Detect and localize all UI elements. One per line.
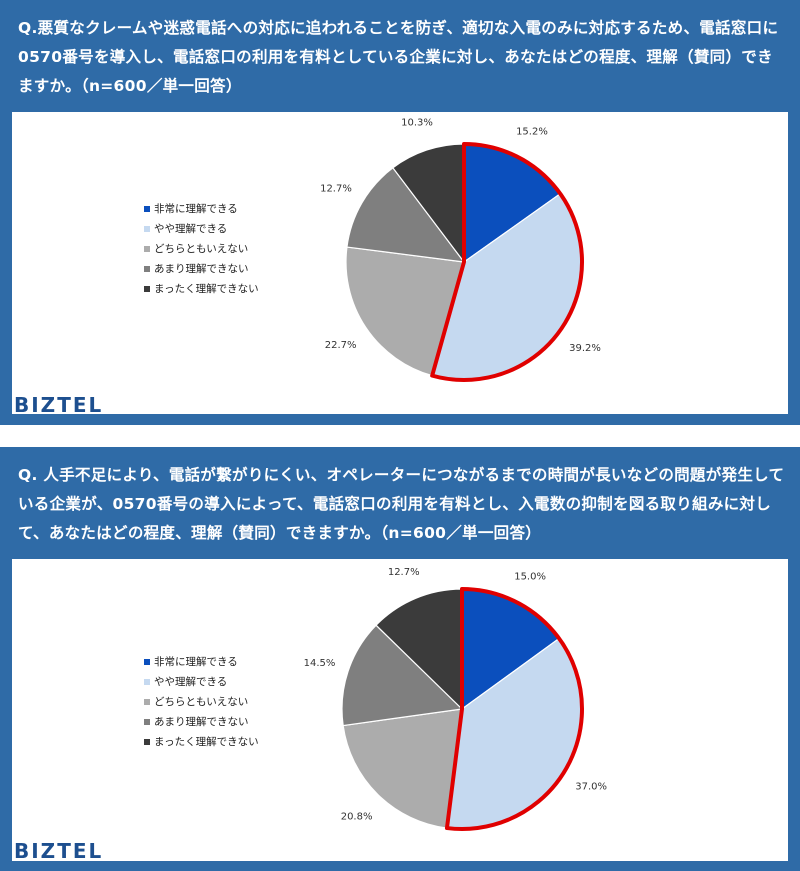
legend-label-2: やや理解できる — [154, 675, 227, 688]
legend-swatch-5 — [144, 286, 150, 292]
pie-slice-3 — [345, 246, 465, 377]
question-text-1: Q.悪質なクレームや迷惑電話への対応に追われることを防ぎ、適切な入電のみに対応す… — [18, 19, 779, 95]
legend-label-4: あまり理解できない — [154, 262, 249, 275]
data-label-5: 12.7% — [388, 567, 420, 578]
biztel-logo: BIZTEL — [14, 839, 104, 863]
highlight-outline — [444, 587, 584, 831]
pie-slice-3 — [342, 708, 463, 829]
legend-label-4: あまり理解できない — [154, 715, 249, 728]
chart-card-1: 15.2% 39.2% 22.7% 12.7% 10.3% 非常に理解できる やや理解できる… — [12, 112, 788, 414]
data-label-4: 14.5% — [304, 658, 336, 669]
legend-swatch-5 — [144, 739, 150, 745]
question-text-2: Q. 人手不足により、電話が繋がりにくい、オペレーターにつながるまでの時間が長い… — [18, 466, 785, 542]
data-label-1: 15.0% — [514, 571, 546, 582]
legend-label-5: まったく理解できない — [154, 282, 259, 295]
pie-slice-4 — [346, 166, 466, 263]
survey-panel-2: Q. 人手不足により、電話が繋がりにくい、オペレーターにつながるまでの時間が長い… — [0, 447, 800, 871]
legend-label-2: やや理解できる — [154, 222, 227, 235]
data-label-5: 10.3% — [401, 118, 433, 129]
data-label-3: 20.8% — [341, 812, 373, 823]
legend-swatch-3 — [144, 699, 150, 705]
legend-swatch-2 — [144, 226, 150, 232]
data-label-1: 15.2% — [516, 127, 548, 138]
legend-label-3: どちらともいえない — [154, 696, 248, 708]
pie-chart-1: 15.2% 39.2% 22.7% 12.7% 10.3% 非常に理解できるやや理解できる… — [144, 118, 601, 382]
biztel-logo: BIZTEL — [14, 393, 104, 417]
legend-swatch-1 — [144, 659, 150, 665]
data-label-2: 37.0% — [575, 781, 607, 792]
legend-swatch-4 — [144, 266, 150, 272]
pie-slice-5 — [375, 588, 463, 711]
legend-label-5: まったく理解できない — [154, 735, 259, 748]
data-label-3: 22.7% — [325, 340, 357, 351]
legend-label-3: どちらともいえない — [154, 243, 248, 255]
pie-chart-2: 15.0% 37.0% 20.8% 14.5% 12.7% 非常に理解できるやや理解できる… — [144, 567, 607, 831]
panel-gap — [0, 425, 800, 447]
legend-label-1: 非常に理解できる — [154, 202, 238, 215]
chart-card-2: 15.0% 37.0% 20.8% 14.5% 12.7% 非常に理解できる やや理解できる… — [12, 559, 788, 861]
legend-swatch-4 — [144, 719, 150, 725]
survey-panel-1: Q.悪質なクレームや迷惑電話への対応に追われることを防ぎ、適切な入電のみに対応す… — [0, 0, 800, 425]
highlight-outline — [430, 142, 584, 382]
legend-swatch-3 — [144, 246, 150, 252]
data-label-2: 39.2% — [569, 343, 601, 354]
legend-label-1: 非常に理解できる — [154, 655, 238, 668]
data-label-4: 12.7% — [320, 184, 352, 195]
legend-swatch-1 — [144, 206, 150, 212]
legend-swatch-2 — [144, 679, 150, 685]
pie-slice-4 — [341, 624, 464, 727]
